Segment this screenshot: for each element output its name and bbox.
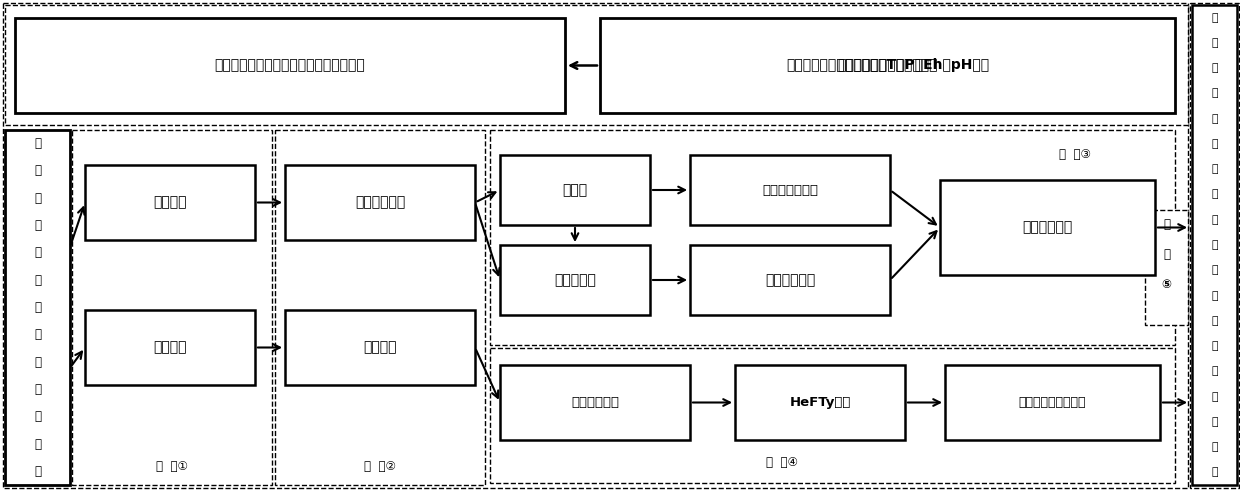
Text: 步  骤③: 步 骤③ (1059, 149, 1091, 161)
Text: 步  骤④: 步 骤④ (766, 457, 799, 469)
Bar (689, 245, 890, 315)
Text: 型: 型 (33, 192, 41, 205)
Text: 富矿样品: 富矿样品 (154, 195, 187, 210)
Bar (500, 365, 689, 440)
Text: 期: 期 (1211, 442, 1218, 452)
Text: 次: 次 (1211, 467, 1218, 477)
Text: 大: 大 (1211, 240, 1218, 250)
Bar (285, 165, 475, 240)
Text: 矿: 矿 (33, 328, 41, 341)
Text: 包裹体世代分析: 包裹体世代分析 (763, 184, 818, 196)
Text: 热流体活动过程造成含矿层T、P、Eh、pH变化: 热流体活动过程造成含矿层T、P、Eh、pH变化 (786, 59, 990, 72)
Text: HeFTy软件: HeFTy软件 (790, 396, 851, 409)
Text: 岩相学: 岩相学 (563, 183, 588, 197)
Text: 区: 区 (1211, 139, 1218, 149)
Text: 岩: 岩 (33, 164, 41, 178)
Bar (600, 18, 1176, 113)
Bar (945, 365, 1159, 440)
Bar (275, 130, 485, 485)
Bar (500, 245, 650, 315)
Text: 铀: 铀 (33, 219, 41, 232)
Text: 型: 型 (1211, 63, 1218, 73)
Text: 规: 规 (1211, 265, 1218, 275)
Text: 模: 模 (1211, 291, 1218, 301)
Text: 矿: 矿 (1211, 114, 1218, 123)
Text: 步: 步 (1163, 218, 1171, 232)
Bar (689, 155, 890, 225)
Bar (1192, 5, 1238, 485)
Bar (1145, 210, 1188, 325)
Text: 岩: 岩 (33, 465, 41, 478)
Text: 砂: 砂 (1211, 13, 1218, 23)
Text: 评价热流体活动对铀成矿的叠加改造作用: 评价热流体活动对铀成矿的叠加改造作用 (215, 59, 366, 72)
Text: 目: 目 (33, 356, 41, 369)
Text: 区: 区 (33, 274, 41, 287)
Bar (500, 155, 650, 225)
Bar (285, 310, 475, 385)
Text: 含: 含 (33, 301, 41, 314)
Bar (15, 18, 565, 113)
Text: 的: 的 (33, 383, 41, 396)
Text: 热流体活动过程造成含矿层: 热流体活动过程造成含矿层 (837, 59, 937, 72)
Bar (1190, 3, 1239, 488)
Bar (940, 180, 1154, 275)
Bar (72, 130, 272, 485)
Text: 流体包裹体片: 流体包裹体片 (355, 195, 405, 210)
Text: 盐水包裹体: 盐水包裹体 (554, 273, 596, 287)
Text: 与: 与 (1211, 417, 1218, 427)
Text: 砂: 砂 (33, 137, 41, 150)
Text: 动: 动 (1211, 341, 1218, 351)
Text: 热: 热 (1211, 164, 1218, 174)
Text: 流: 流 (1211, 189, 1218, 199)
Text: 岩: 岩 (1211, 38, 1218, 48)
Text: ⑤: ⑤ (1162, 278, 1172, 291)
Bar (5, 5, 1188, 125)
Bar (735, 365, 905, 440)
Text: 矿: 矿 (33, 246, 41, 259)
Bar (86, 165, 255, 240)
Text: 含矿目的层热演化史: 含矿目的层热演化史 (1019, 396, 1086, 409)
Text: 挑磷灰石: 挑磷灰石 (363, 340, 397, 355)
Bar (5, 130, 69, 485)
Text: 活: 活 (1211, 316, 1218, 326)
Text: 砂: 砂 (33, 437, 41, 451)
Text: 步  骤②: 步 骤② (365, 461, 396, 473)
Text: 体: 体 (1211, 215, 1218, 225)
Text: 无矿样品: 无矿样品 (154, 340, 187, 355)
Text: 间: 间 (1211, 392, 1218, 401)
Text: 裂变径迹实验: 裂变径迹实验 (570, 396, 619, 409)
Text: 层: 层 (33, 410, 41, 423)
Text: 铀: 铀 (1211, 89, 1218, 98)
Text: 均一温度峰值: 均一温度峰值 (1022, 220, 1073, 235)
Text: 均一温度测定: 均一温度测定 (765, 273, 815, 287)
Bar (86, 310, 255, 385)
Text: 骤: 骤 (1163, 248, 1171, 262)
Bar (490, 348, 1176, 483)
Text: 步  骤①: 步 骤① (156, 461, 188, 473)
Bar (490, 130, 1176, 345)
Text: 时: 时 (1211, 367, 1218, 376)
